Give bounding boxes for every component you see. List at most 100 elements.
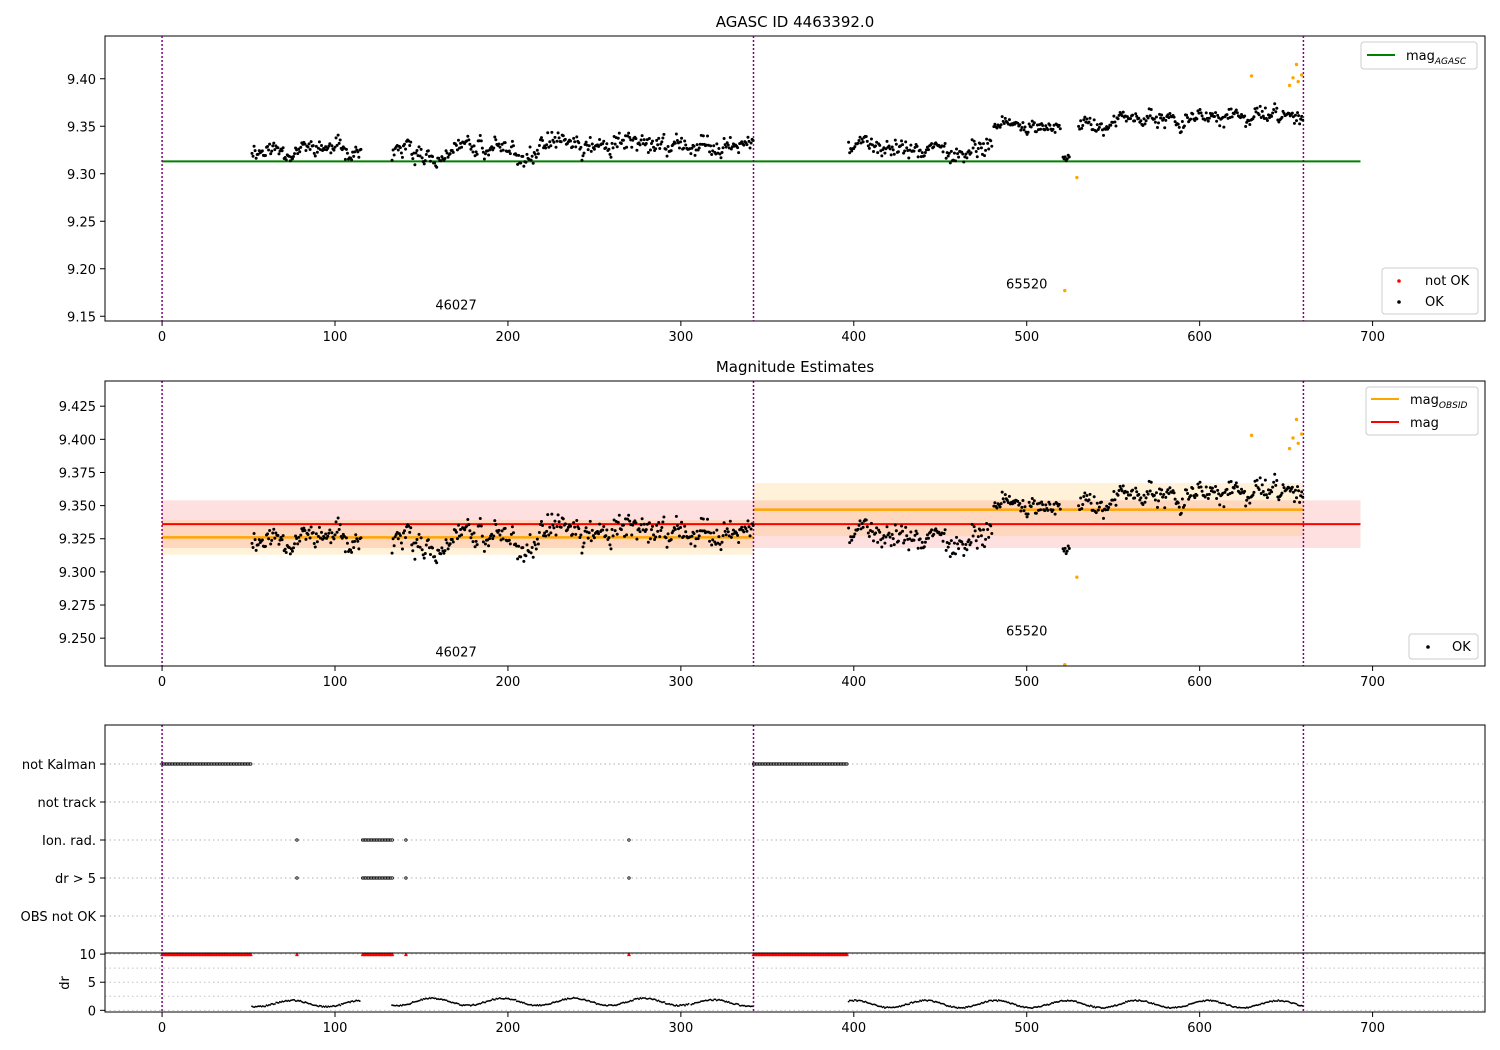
data-point [1124,497,1128,501]
data-point [915,532,919,536]
data-point [303,142,307,146]
not-ok-point [1287,446,1292,451]
data-point [858,135,862,139]
data-point [283,156,287,160]
flag-point [404,838,408,842]
data-point [260,149,264,153]
data-point [922,154,926,158]
data-point [652,145,656,149]
data-point [597,144,601,148]
data-point [1080,507,1084,511]
data-point [268,142,272,146]
data-point [1270,114,1274,118]
dr-point [655,999,657,1001]
data-point [724,533,728,537]
data-point [907,156,911,160]
data-point [893,138,897,142]
data-point [666,532,670,536]
data-point [711,538,715,542]
data-point [1121,110,1125,114]
data-point [353,150,357,154]
dr-point [678,1005,680,1007]
data-point [639,523,643,527]
data-point [640,517,644,521]
data-point [435,561,439,565]
data-point [1300,490,1304,494]
data-point [417,145,421,149]
data-point [1088,492,1092,496]
data-point [1198,480,1202,484]
data-point [898,531,902,535]
data-point [424,543,428,547]
data-point [986,141,990,145]
data-point [469,536,473,540]
data-point [1243,114,1247,118]
dr-point [1276,1000,1279,1002]
data-point [876,540,880,544]
data-point [722,521,726,525]
data-point [1301,118,1305,122]
data-point [516,557,520,561]
data-point [969,151,973,155]
data-point [1039,127,1043,131]
flag-point [249,762,253,766]
dr-point [1093,1005,1096,1008]
data-point [907,548,911,552]
dr-point [323,1006,326,1008]
data-point [1065,157,1069,161]
data-point [524,554,528,558]
data-point [545,529,549,533]
data-point [621,138,625,142]
data-point [589,539,593,543]
data-point [481,540,485,544]
data-point [1118,484,1122,488]
data-point [1102,133,1106,137]
x-tick-label: 300 [668,330,693,345]
data-point [697,534,701,538]
data-point [415,149,419,153]
data-point [1274,110,1278,114]
data-point [1152,117,1156,121]
data-point [903,149,907,153]
dr-point [682,1003,685,1006]
data-point [720,540,724,544]
data-point [579,533,583,537]
x-tick-label: 600 [1187,330,1212,345]
data-point [956,152,960,156]
data-point [872,539,876,543]
data-point [350,158,354,162]
data-point [745,529,749,533]
data-point [602,524,606,528]
data-point [1260,109,1264,113]
data-point [1189,494,1193,498]
data-point [423,159,427,163]
data-point [1196,482,1200,486]
flag-point [845,762,849,766]
data-point [298,539,302,543]
data-point [472,531,476,535]
data-point [740,525,744,529]
data-point [922,545,926,549]
data-point [1217,492,1221,496]
data-point [1230,115,1234,119]
not-ok-point [1075,575,1079,579]
data-point [1044,503,1048,507]
data-point [414,541,418,545]
data-point [541,523,545,527]
data-point [468,529,472,533]
data-point [326,534,330,538]
data-point [1198,107,1202,111]
data-point [1195,117,1199,121]
data-point [998,505,1002,509]
data-point [469,147,473,151]
data-point [601,142,605,146]
dr-point [692,1002,695,1005]
dr-point [1137,1000,1139,1002]
data-point [891,537,895,541]
data-point [1293,113,1297,117]
data-point [1030,497,1034,501]
data-point [1235,485,1239,489]
data-point [952,151,956,155]
